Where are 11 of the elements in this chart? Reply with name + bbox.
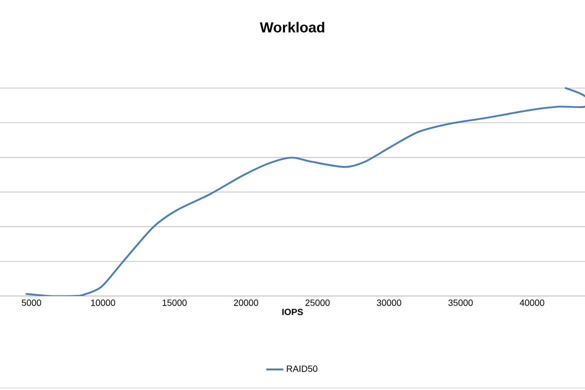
x-tick-label: 30000 [376,300,402,306]
x-tick-label: 35000 [448,300,473,306]
x-tick-label: 20000 [234,300,258,306]
legend-label: RAID50 [286,366,318,372]
chart-title: Workload [260,22,324,32]
x-tick-label: 25000 [305,300,330,306]
x-tick-label: 5000 [22,300,42,306]
x-axis-title: IOPS [282,308,303,316]
x-tick-label: 40000 [520,300,544,306]
x-tick-label: 15000 [162,300,187,306]
x-tick-label: 10000 [91,300,116,306]
